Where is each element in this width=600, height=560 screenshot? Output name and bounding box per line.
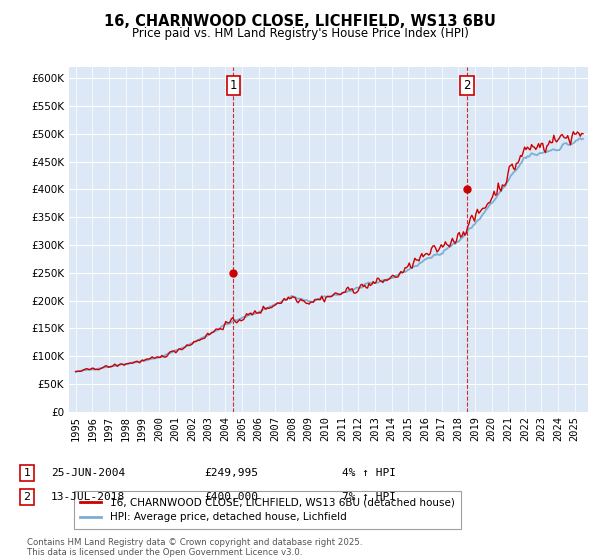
Text: 2: 2 bbox=[23, 492, 31, 502]
Text: 2: 2 bbox=[463, 79, 471, 92]
Text: Contains HM Land Registry data © Crown copyright and database right 2025.
This d: Contains HM Land Registry data © Crown c… bbox=[27, 538, 362, 557]
Text: 25-JUN-2004: 25-JUN-2004 bbox=[51, 468, 125, 478]
Text: 1: 1 bbox=[230, 79, 237, 92]
Text: 7% ↑ HPI: 7% ↑ HPI bbox=[342, 492, 396, 502]
Text: 4% ↑ HPI: 4% ↑ HPI bbox=[342, 468, 396, 478]
Text: 13-JUL-2018: 13-JUL-2018 bbox=[51, 492, 125, 502]
Text: £400,000: £400,000 bbox=[204, 492, 258, 502]
Text: 1: 1 bbox=[23, 468, 31, 478]
Text: £249,995: £249,995 bbox=[204, 468, 258, 478]
Legend: 16, CHARNWOOD CLOSE, LICHFIELD, WS13 6BU (detached house), HPI: Average price, d: 16, CHARNWOOD CLOSE, LICHFIELD, WS13 6BU… bbox=[74, 491, 461, 529]
Text: Price paid vs. HM Land Registry's House Price Index (HPI): Price paid vs. HM Land Registry's House … bbox=[131, 27, 469, 40]
Text: 16, CHARNWOOD CLOSE, LICHFIELD, WS13 6BU: 16, CHARNWOOD CLOSE, LICHFIELD, WS13 6BU bbox=[104, 14, 496, 29]
